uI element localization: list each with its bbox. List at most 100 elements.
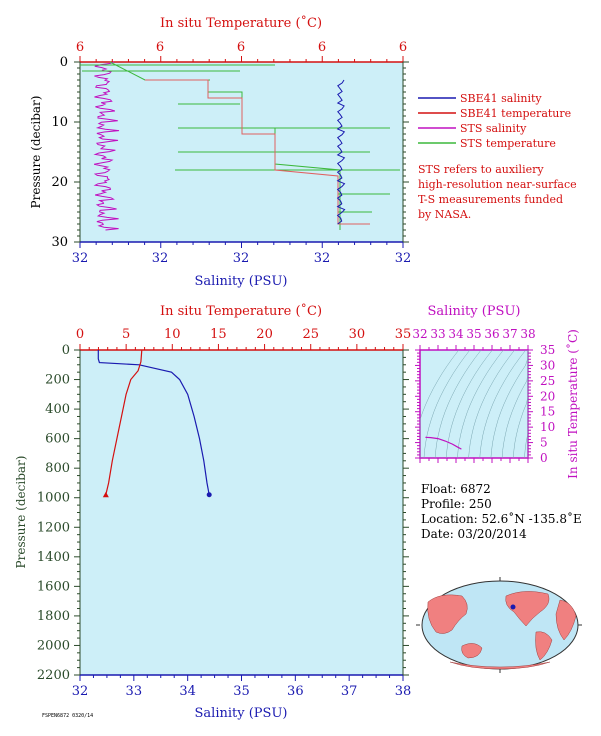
bottom-y-tick-label: 2200 (37, 668, 70, 683)
top-x2-tick-label: 6 (318, 40, 326, 55)
legend-label-sbe41-salinity: SBE41 salinity (460, 92, 542, 105)
bottom-x2-tick-label: 25 (302, 327, 319, 342)
sts-note-line: high-resolution near-surface (418, 178, 577, 191)
ts-salinity-axis-title: Salinity (PSU) (428, 304, 521, 319)
bottom-salinity-axis-title: Salinity (PSU) (195, 706, 288, 721)
temperature-end-marker (102, 491, 109, 498)
bottom-pressure-axis-title: Pressure (decibar) (14, 456, 28, 569)
ts-x-tick-label: 33 (430, 327, 445, 341)
density-contour (457, 349, 504, 459)
temperature-profile-line (105, 349, 143, 495)
ts-y-tick-label: 35 (540, 343, 555, 357)
top-x-tick-label: 32 (152, 251, 169, 266)
ts-y-tick-label: 0 (540, 451, 548, 465)
top-chart: 6 6 6 6 6 In situ Temperature (˚C) 32 32… (29, 15, 577, 289)
figure-footer-id: FSPEN6872 0320/14 (42, 713, 93, 719)
sts-note-line: T-S measurements funded (418, 193, 563, 206)
bottom-tick-marks (74, 344, 409, 681)
bottom-y-tick-label: 800 (45, 461, 70, 476)
ts-x-tick-label: 36 (484, 327, 499, 341)
profile-number: Profile: 250 (421, 497, 492, 511)
bottom-x-tick-label: 33 (126, 684, 143, 699)
bottom-x-tick-label: 36 (287, 684, 304, 699)
ts-temperature-axis-title: In situ Temperature (˚C) (565, 329, 580, 479)
ts-x-tick-label: 37 (502, 327, 517, 341)
bottom-y-tick-label: 1600 (37, 579, 70, 594)
bottom-temperature-axis-title: In situ Temperature (˚C) (160, 303, 322, 319)
bottom-y-tick-label: 400 (45, 402, 70, 417)
map-land-south-america (535, 631, 553, 661)
ts-tick-marks (415, 345, 533, 463)
density-contour (490, 350, 529, 459)
bottom-x-tick-label: 37 (341, 684, 358, 699)
float-location-marker (510, 604, 516, 610)
ts-y-tick-label: 25 (540, 374, 555, 388)
float-info: Float: 6872 Profile: 250 Location: 52.6˚… (421, 482, 582, 541)
bottom-y-tick-label: 1400 (37, 550, 70, 565)
legend-label-sts-temperature: STS temperature (460, 137, 556, 150)
top-x-tick-label: 32 (395, 251, 412, 266)
top-tick-marks (74, 56, 409, 248)
sts-note: STS refers to auxiliery high-resolution … (418, 163, 577, 221)
bottom-x2-tick-label: 0 (76, 327, 84, 342)
density-contour (446, 349, 493, 459)
bottom-x-tick-label: 32 (72, 684, 89, 699)
map-land-africa-europe (555, 599, 577, 641)
ts-plot-area (419, 349, 529, 459)
bottom-x-tick-label: 38 (395, 684, 412, 699)
sts-salinity-line (93, 61, 120, 231)
ts-y-tick-label: 30 (540, 358, 555, 372)
bottom-x-tick-label: 34 (179, 684, 196, 699)
bottom-y-tick-label: 1800 (37, 609, 70, 624)
float-location: Location: 52.6˚N -135.8˚E (421, 511, 582, 526)
bottom-x2-tick-label: 35 (395, 327, 412, 342)
bottom-y-tick-label: 600 (45, 432, 70, 447)
ts-x-tick-label: 34 (448, 327, 464, 341)
bottom-y-tick-label: 2000 (37, 638, 70, 653)
top-x-tick-label: 32 (314, 251, 331, 266)
density-contour (423, 349, 471, 459)
top-temperature-axis-title: In situ Temperature (˚C) (160, 15, 322, 31)
top-y-tick-label: 30 (51, 235, 68, 250)
sbe41-salinity-line (336, 79, 346, 225)
ts-curve (425, 436, 462, 450)
bottom-plot-area (79, 349, 404, 676)
bottom-x2-tick-label: 10 (164, 327, 181, 342)
ts-x-tick-label: 32 (412, 327, 427, 341)
map-land-antarctica (449, 661, 551, 670)
bottom-chart: 32 33 34 35 36 37 38 0 5 10 15 20 25 30 35 0 200 400 600 80… (14, 303, 411, 721)
profile-date: Date: 03/20/2014 (421, 527, 527, 541)
legend-label-sts-salinity: STS salinity (460, 122, 527, 135)
salinity-end-marker (206, 492, 212, 498)
top-salinity-axis-title: Salinity (PSU) (195, 274, 288, 289)
sts-note-line: STS refers to auxiliery (418, 163, 544, 176)
location-map (416, 577, 582, 673)
top-x-tick-label: 32 (72, 251, 89, 266)
density-contour (479, 349, 526, 459)
ts-series-line (425, 436, 462, 450)
sts-note-line: by NASA. (418, 208, 471, 221)
top-x2-tick-label: 6 (156, 40, 164, 55)
top-x2-tick-label: 6 (237, 40, 245, 55)
bottom-y-tick-label: 200 (45, 373, 70, 388)
ts-y-tick-label: 15 (540, 405, 555, 419)
bottom-y-tick-label: 1000 (37, 491, 70, 506)
ts-y-tick-label: 20 (540, 389, 555, 403)
map-land-asia (427, 594, 468, 634)
top-x2-tick-label: 6 (76, 40, 84, 55)
top-legend: SBE41 salinity SBE41 temperature STS sal… (418, 92, 571, 150)
float-id: Float: 6872 (421, 482, 491, 496)
ts-y-tick-label: 10 (540, 420, 555, 434)
legend-label-sbe41-temperature: SBE41 temperature (460, 107, 571, 120)
density-contour (419, 349, 459, 458)
top-y-tick-label: 0 (60, 55, 68, 70)
sbe41-temperature-line (145, 79, 370, 225)
ts-x-tick-label: 35 (466, 327, 481, 341)
ts-density-contours (419, 349, 529, 459)
bottom-x2-tick-label: 30 (349, 327, 366, 342)
top-x-tick-label: 32 (233, 251, 250, 266)
map-land-australia (461, 643, 483, 659)
